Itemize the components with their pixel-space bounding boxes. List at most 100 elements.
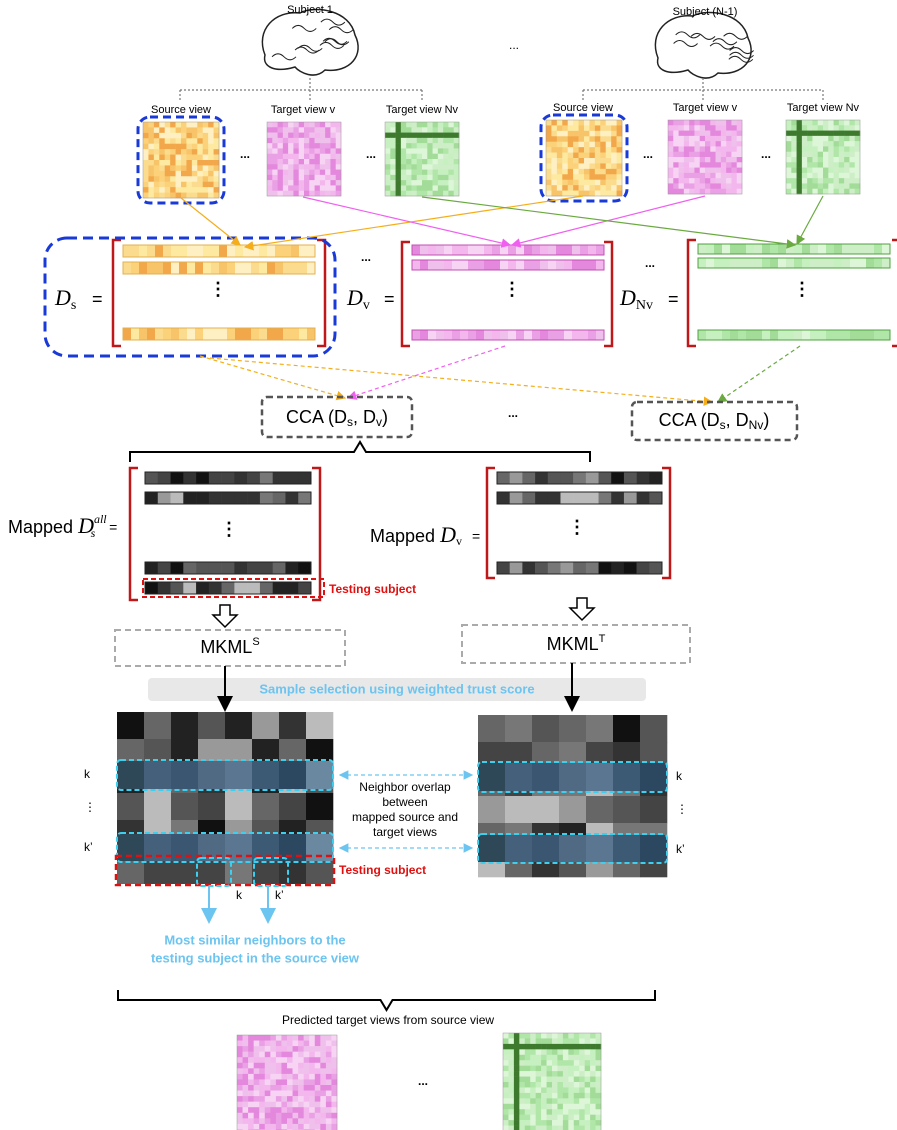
bar-cell	[444, 260, 452, 270]
matrix-cell	[546, 191, 552, 197]
matrix-cell	[309, 180, 315, 186]
matrix-cell	[844, 162, 850, 168]
bar-cell	[826, 244, 834, 254]
bar-cell	[564, 260, 572, 270]
matrix-cell	[208, 133, 214, 139]
matrix-cell	[673, 141, 679, 147]
matrix-cell	[679, 146, 685, 152]
matrix-cell	[596, 1115, 602, 1121]
matrix-cell	[237, 1118, 243, 1124]
matrix-cell	[716, 146, 722, 152]
matrix-cell	[710, 141, 716, 147]
matrix-cell	[265, 1107, 271, 1113]
matrix-cell	[557, 1082, 563, 1088]
matrix-cell	[802, 168, 808, 174]
matrix-cell	[208, 127, 214, 133]
matrix-cell	[797, 189, 803, 195]
matrix-cell	[844, 183, 850, 189]
bar-cell	[786, 330, 794, 340]
matrix-cell	[298, 1057, 304, 1063]
matrix-cell	[514, 1093, 520, 1099]
matrix-cell	[272, 164, 278, 170]
matrix-cell	[214, 160, 220, 166]
matrix-cell	[726, 183, 732, 189]
matrix-cell	[336, 180, 342, 186]
matrix-cell	[700, 136, 706, 142]
bar-cell	[428, 330, 436, 340]
bar-cell	[532, 330, 540, 340]
matrix-cell	[541, 1098, 547, 1104]
matrix-cell	[304, 1068, 310, 1074]
highlight-cell	[640, 835, 667, 862]
bar-cell	[802, 244, 810, 254]
matrix-cell	[396, 180, 402, 186]
matrix-cell	[547, 1055, 553, 1061]
matrix-cell	[390, 170, 396, 176]
matrix-cell	[611, 153, 617, 159]
matrix-cell	[514, 1115, 520, 1121]
matrix-cell	[276, 1052, 282, 1058]
matrix-cell	[585, 1082, 591, 1088]
heat-cell	[478, 715, 505, 742]
matrix-cell	[326, 1035, 332, 1041]
matrix-cell	[154, 182, 160, 188]
matrix-cell	[293, 1091, 299, 1097]
matrix-cell	[208, 171, 214, 177]
matrix-cell	[237, 1074, 243, 1080]
heat-cell	[505, 715, 532, 742]
matrix-cell	[546, 174, 552, 180]
matrix-cell	[248, 1074, 254, 1080]
bar-cell	[818, 244, 826, 254]
matrix-cell	[396, 122, 402, 128]
matrix-cell	[679, 183, 685, 189]
matrix-cell	[557, 1066, 563, 1072]
matrix-cell	[315, 1113, 321, 1119]
matrix-cell	[585, 1098, 591, 1104]
matrix-cell	[243, 1063, 249, 1069]
bar-cell	[275, 245, 283, 257]
matrix-cell	[606, 120, 612, 126]
matrix-cell	[331, 1118, 337, 1124]
matrix-cell	[547, 1071, 553, 1077]
bar-cell	[251, 328, 259, 340]
matrix-cell	[330, 138, 336, 144]
matrix-cell	[797, 120, 803, 126]
matrix-cell	[716, 189, 722, 195]
matrix-cell	[731, 136, 737, 142]
matrix-cell	[176, 155, 182, 161]
subscript: s	[71, 298, 76, 313]
matrix-cell	[176, 127, 182, 133]
matrix-cell	[590, 1071, 596, 1077]
matrix-cell	[406, 175, 412, 181]
matrix-cell	[259, 1096, 265, 1102]
matrix-cell	[254, 1091, 260, 1097]
matrix-cell	[433, 138, 439, 144]
matrix-cell	[673, 157, 679, 163]
matrix-cell	[304, 1046, 310, 1052]
matrix-cell	[448, 185, 454, 191]
matrix-cell	[438, 148, 444, 154]
matrix-cell	[596, 1120, 602, 1126]
matrix-cell	[679, 120, 685, 126]
matrix-cell	[530, 1055, 536, 1061]
matrix-symbol: DNv	[619, 285, 653, 313]
matrix-cell	[791, 168, 797, 174]
matrix-cell	[159, 193, 165, 199]
matrix-cell	[508, 1044, 514, 1050]
matrix-cell	[298, 1068, 304, 1074]
highlight-cell	[306, 761, 333, 789]
matrix-cell	[849, 168, 855, 174]
bar-cell	[131, 328, 139, 340]
matrix-cell	[595, 153, 601, 159]
matrix-cell	[541, 1115, 547, 1121]
matrix-cell	[326, 1085, 332, 1091]
bracket	[312, 468, 320, 600]
matrix-cell	[176, 165, 182, 171]
matrix-cell	[617, 125, 623, 131]
matrix-cell	[568, 120, 574, 126]
matrix-cell	[552, 1098, 558, 1104]
bar-cell	[222, 562, 235, 574]
bar-cell	[714, 244, 722, 254]
matrix-cell	[265, 1057, 271, 1063]
matrix-cell	[600, 174, 606, 180]
